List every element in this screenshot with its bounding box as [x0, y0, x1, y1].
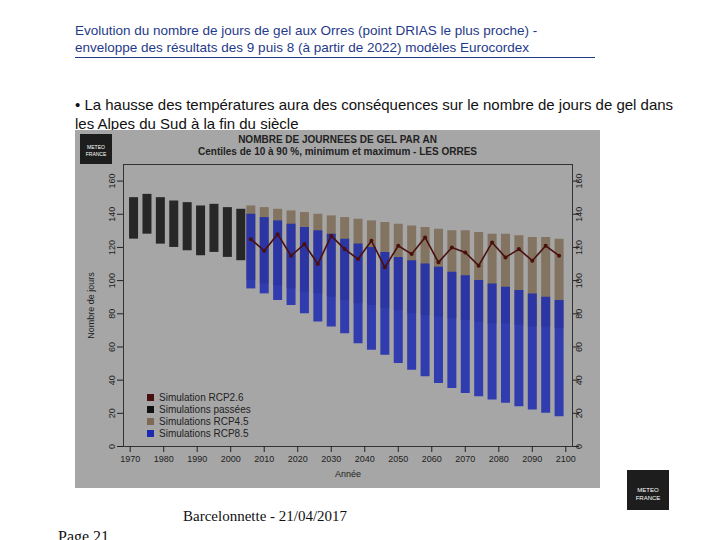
svg-text:160: 160 [574, 174, 584, 189]
svg-text:0: 0 [574, 444, 584, 449]
svg-text:2080: 2080 [489, 454, 509, 464]
svg-text:80: 80 [574, 309, 584, 319]
svg-text:60: 60 [574, 342, 584, 352]
html-text:NOMBRE DE JOURNEES DE GEL PAR: NOMBRE DE JOURNEES DE GEL PAR AN [238, 134, 437, 145]
svg-text:Nombre de jours: Nombre de jours [86, 272, 96, 339]
html-text:Simulations passées: Simulations passées [159, 404, 251, 415]
svg-text:100: 100 [107, 273, 117, 288]
svg-text:2010: 2010 [254, 454, 274, 464]
svg-text:Année: Année [335, 469, 361, 479]
html-text:METEO FRANCE: METEO FRANCE [635, 487, 661, 501]
svg-text:160: 160 [107, 174, 117, 189]
svg-text:120: 120 [107, 240, 117, 255]
html-text:• La hausse des températures a: • La hausse des températures aura des co… [75, 96, 674, 132]
svg-text:2020: 2020 [288, 454, 308, 464]
svg-text:2070: 2070 [455, 454, 475, 464]
svg-text:2030: 2030 [321, 454, 341, 464]
html-text:Simulations RCP4.5: Simulations RCP4.5 [159, 416, 249, 427]
html-text:Evolution du nombre de jours d: Evolution du nombre de jours de gel aux … [75, 23, 538, 55]
svg-text:2090: 2090 [522, 454, 542, 464]
svg-text:20: 20 [574, 408, 584, 418]
svg-text:2050: 2050 [388, 454, 408, 464]
svg-text:20: 20 [107, 408, 117, 418]
svg-text:2040: 2040 [355, 454, 375, 464]
svg-text:40: 40 [107, 375, 117, 385]
html-text:METEO FRANCE: METEO FRANCE [85, 144, 107, 157]
svg-text:2000: 2000 [221, 454, 241, 464]
svg-text:40: 40 [574, 375, 584, 385]
svg-text:0: 0 [107, 444, 117, 449]
svg-text:60: 60 [107, 342, 117, 352]
svg-text:1970: 1970 [120, 454, 140, 464]
svg-text:2100: 2100 [556, 454, 576, 464]
svg-text:140: 140 [574, 207, 584, 222]
html-text:Centiles de 10 à 90 %, minimum: Centiles de 10 à 90 %, minimum et maximu… [198, 146, 477, 157]
svg-text:140: 140 [107, 207, 117, 222]
svg-text:100: 100 [574, 273, 584, 288]
html-text:Barcelonnette - 21/04/2017: Barcelonnette - 21/04/2017 [183, 508, 348, 524]
svg-text:120: 120 [574, 240, 584, 255]
svg-text:2060: 2060 [422, 454, 442, 464]
svg-text:1990: 1990 [187, 454, 207, 464]
svg-text:80: 80 [107, 309, 117, 319]
html-text:Simulation RCP2.6: Simulation RCP2.6 [159, 392, 244, 403]
svg-text:1980: 1980 [154, 454, 174, 464]
html-text:Simulations RCP8.5: Simulations RCP8.5 [159, 428, 249, 439]
